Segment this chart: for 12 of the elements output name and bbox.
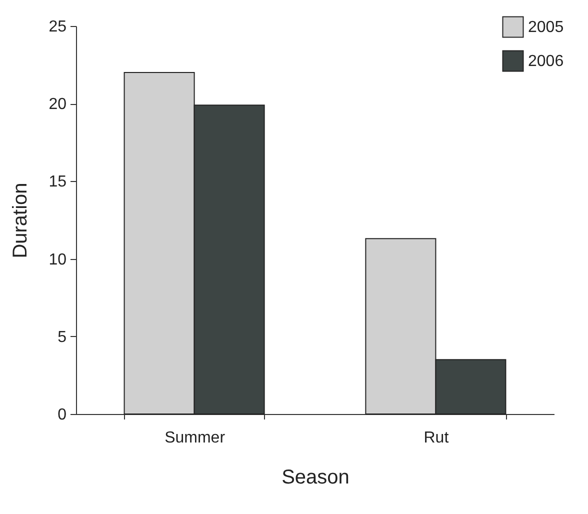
y-tick-label: 0 xyxy=(58,406,67,424)
x-tick-label: Rut xyxy=(424,430,450,446)
y-tick-label: 20 xyxy=(48,96,67,114)
y-tick-label: 15 xyxy=(48,174,67,191)
y-axis-title: Duration xyxy=(10,182,32,258)
legend-label: 2005 xyxy=(528,19,564,36)
x-axis-title: Season xyxy=(282,466,350,488)
y-tick-label: 10 xyxy=(48,251,67,268)
y-tick-label: 25 xyxy=(48,18,67,36)
y-tick-label: 5 xyxy=(58,328,67,346)
legend-label: 2006 xyxy=(528,53,564,70)
x-tick-label: Summer xyxy=(164,430,226,446)
